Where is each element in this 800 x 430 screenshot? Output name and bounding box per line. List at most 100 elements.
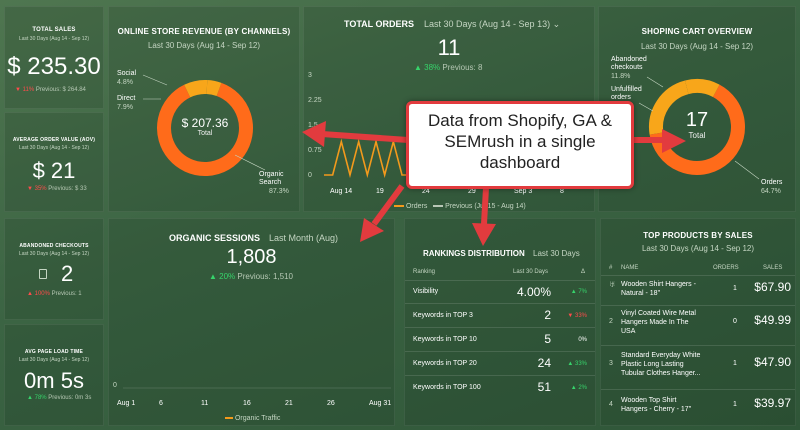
rankings-row-name: Keywords in TOP 3 [413,312,473,319]
abandoned-delta: ▲ 100% [27,291,50,297]
organic-previous: Previous: 1,510 [237,272,293,281]
orders-x-tick: 19 [376,188,384,195]
revenue-pct-social: 4.8% [117,79,133,86]
total-sales-previous: Previous: $ 264.84 [35,87,86,93]
cart-donut-chart [638,76,760,180]
rankings-row-value: 51 [537,380,551,394]
donut-slice-direct[interactable] [184,80,208,98]
organic-x-tick: 26 [327,400,335,407]
revenue-label-organic-2: Search [259,179,282,186]
organic-line-chart: 0 Aug 1 6 11 16 21 26 Aug 31 [113,382,391,407]
orders-period: Last 30 Days (Aug 14 - Sep 13) [424,19,551,29]
products-row-name-1: Standard Everyday White [621,352,701,359]
organic-title: ORGANIC SESSIONS [169,233,261,243]
products-row-sales: $49.99 [754,313,791,327]
rankings-panel[interactable]: RANKINGS DISTRIBUTION Last 30 Days Ranki… [404,218,596,426]
rankings-row-delta: ▲ 33% [567,361,587,367]
abandoned-title: ABANDONED CHECKOUTS [19,243,89,249]
donut-slice-organic-search[interactable] [157,82,253,176]
products-header-name: NAME [621,265,639,271]
orders-y-tick: 2.25 [308,97,322,104]
orders-period-dropdown[interactable]: Last 30 Days (Aug 14 - Sep 13) ⌄ [424,19,560,30]
orders-title: TOTAL ORDERS [344,19,415,29]
products-row-sales: $39.97 [754,396,791,410]
revenue-leader-social [142,74,168,86]
revenue-panel[interactable]: ONLINE STORE REVENUE (BY CHANNELS) Last … [108,6,300,212]
rankings-header-value: Last 30 Days [513,269,549,275]
organic-period: Last Month (Aug) [269,233,339,243]
abandoned-previous: Previous: 1 [51,291,82,297]
rankings-title: RANKINGS DISTRIBUTION [423,249,525,258]
cart-pct-orders: 64.7% [761,188,781,195]
cart-center-value: 17 [685,109,709,131]
products-row-num: 4 [609,401,613,408]
donut-slice-abandoned-checkouts[interactable] [685,79,720,98]
rankings-row-name: Keywords in TOP 10 [413,336,477,343]
products-panel[interactable]: TOP PRODUCTS BY SALES Last 30 Days (Aug … [600,218,796,426]
abandoned-value: 2 [61,261,74,286]
rankings-period: Last 30 Days [533,249,580,258]
rankings-row-delta: 0% [578,337,587,343]
rankings-row-delta: ▲ 2% [570,385,587,391]
rankings-row-value: 4.00% [516,285,551,299]
donut-slice-unfulfilled-orders[interactable] [649,80,689,135]
cart-pct-abandoned: 11.8% [611,73,631,80]
total-sales-title: TOTAL SALES [32,27,76,33]
orders-x-tick: 29 [468,188,476,195]
page-load-panel[interactable]: AVG PAGE LOAD TIME Last 30 Days (Aug 14 … [4,324,104,426]
orders-legend-previous-swatch [433,205,444,208]
cart-leader-unfulfilled [638,102,654,112]
callout-line-3: dashboard [479,153,561,172]
organic-x-tick: 21 [285,400,293,407]
cart-label-abandoned-1: Abandoned [611,56,647,63]
abandoned-panel[interactable]: ABANDONED CHECKOUTS Last 30 Days (Aug 14… [4,218,104,320]
products-row-name-3: USA [621,328,636,335]
products-header-sales: SALES [763,265,783,271]
orders-x-tick: 24 [422,188,430,195]
organic-legend-swatch [225,417,233,420]
cart-label-abandoned-2: checkouts [611,64,643,71]
products-row-name-2: Plastic Long Lasting [621,361,684,368]
products-period: Last 30 Days (Aug 14 - Sep 12) [641,244,755,253]
hanger-icon: ♅ [609,279,616,289]
products-row-name-2: Hangers - Cherry - 17" [621,406,692,413]
organic-x-tick: 11 [201,400,208,407]
organic-y-tick: 0 [113,382,117,389]
aov-delta: ▼ 35% [27,186,47,192]
total-sales-panel[interactable]: TOTAL SALES Last 30 Days (Aug 14 - Sep 1… [4,6,104,109]
rankings-row-name: Visibility [413,288,439,295]
products-row-sales: $67.90 [754,280,791,294]
revenue-title: ONLINE STORE REVENUE (BY CHANNELS) [117,27,291,36]
revenue-center-label: Total [197,130,213,137]
donut-slice-orders[interactable] [649,84,745,175]
rankings-row-name: Keywords in TOP 20 [413,360,477,367]
products-row-name-1: Vinyl Coated Wire Metal [621,310,696,317]
cart-period: Last 30 Days (Aug 14 - Sep 12) [640,42,754,51]
revenue-donut-chart [142,74,266,176]
aov-panel[interactable]: AVERAGE ORDER VALUE (AOV) Last 30 Days (… [4,112,104,212]
products-row-name-3: Tubular Clothes Hanger... [621,370,701,377]
total-sales-delta: ▼ 11% [15,87,35,93]
rankings-row-delta: ▲ 7% [570,289,587,295]
aov-value: $ 21 [32,158,76,183]
organic-x-tick: Aug 1 [117,400,135,407]
products-row-orders: 0 [733,318,737,325]
organic-panel[interactable]: ORGANIC SESSIONS Last Month (Aug) 1,808 … [108,218,395,426]
orders-y-tick: 1.5 [308,122,318,129]
revenue-label-direct: Direct [117,95,136,102]
rankings-row-value: 5 [544,332,551,346]
orders-delta: ▲ 38% [414,63,441,72]
orders-x-tick: Aug 14 [330,188,352,195]
products-title: TOP PRODUCTS BY SALES [643,231,753,240]
revenue-label-organic-1: Organic [259,171,284,178]
products-row-orders: 1 [733,401,737,408]
donut-slice-social[interactable] [206,80,222,97]
rankings-row-name: Keywords in TOP 100 [413,384,481,391]
products-header-num: # [609,265,613,271]
cart-label-unfulfilled-1: Unfulfilled [611,86,642,93]
cart-label-unfulfilled-2: orders [611,94,631,101]
organic-legend: Organic Traffic [234,415,281,422]
orders-legend-previous: Previous (Jul 15 - Aug 14) [445,203,526,210]
orders-x-tick: 8 [560,188,564,195]
products-row-name-2: Natural - 18" [621,290,661,297]
